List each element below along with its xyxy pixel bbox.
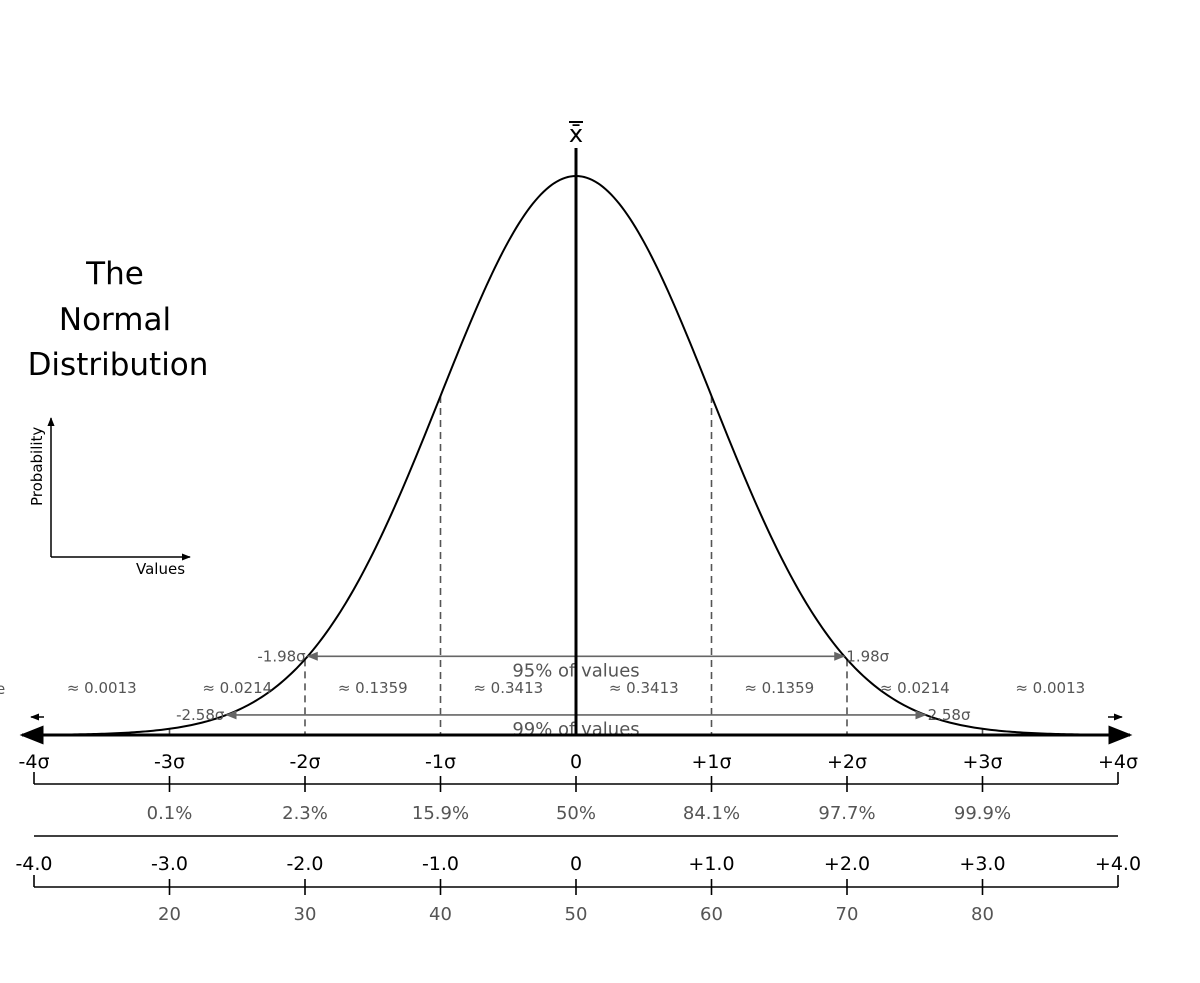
sigma-tick-label: +4σ [1098, 751, 1138, 773]
z-score-label: +1.0 [688, 853, 734, 875]
band-probability-label: ≈ 0.0214 [202, 679, 272, 697]
percentile-label: 2.3% [282, 803, 328, 824]
z-score-label: -3.0 [151, 853, 188, 875]
sigma-tick-label: -3σ [154, 751, 185, 773]
percentile-label: 50% [556, 803, 596, 824]
t-score-label: 40 [429, 904, 452, 925]
z-score-label: -2.0 [286, 853, 323, 875]
t-score-label: 50 [565, 904, 588, 925]
sigma-tick-label: +1σ [691, 751, 731, 773]
sigma-tick-labels: -4σ -3σ -2σ -1σ 0 +1σ +2σ +3σ +4σ [19, 751, 1139, 773]
z-score-label: -1.0 [422, 853, 459, 875]
sigma-tick-label: -2σ [290, 751, 321, 773]
percentile-label: 15.9% [412, 803, 469, 824]
edge-fragment: e [0, 680, 5, 698]
title-line-3: Distribution [28, 347, 209, 383]
t-score-label: 30 [294, 904, 317, 925]
t-score-label: 70 [836, 904, 859, 925]
band-probability-label: ≈ 0.3413 [609, 679, 679, 697]
band-probability-label: ≈ 0.3413 [473, 679, 543, 697]
z-score-label: +4.0 [1095, 853, 1141, 875]
t-score-label: 80 [971, 904, 994, 925]
band-probability-label: ≈ 0.1359 [744, 679, 814, 697]
interval-low-label: -2.58σ [176, 706, 225, 724]
lower-scales: 0.1% 2.3% 15.9% 50% 84.1% 97.7% 99.9% -4.0 -3.0 -… [15, 772, 1141, 925]
legend-x-label: Values [136, 560, 185, 578]
sigma-guide-lines [168, 395, 984, 735]
t-score-label: 20 [158, 904, 181, 925]
mean-label: x̄ [569, 120, 583, 148]
z-score-label: -4.0 [15, 853, 52, 875]
z-score-label: +2.0 [824, 853, 870, 875]
band-probability-label: ≈ 0.0214 [880, 679, 950, 697]
sigma-tick-label: +2σ [827, 751, 867, 773]
percentile-label: 0.1% [147, 803, 193, 824]
interval-high-label: 1.98σ [846, 647, 889, 665]
percentile-label: 84.1% [683, 803, 740, 824]
band-probabilities: ≈ 0.0013 ≈ 0.0214 ≈ 0.1359 ≈ 0.3413 ≈ 0.3413… [30, 679, 1123, 721]
percentile-label: 99.9% [954, 803, 1011, 824]
axes-legend: Probability Values [28, 417, 191, 578]
diagram-title: The Normal Distribution [28, 256, 209, 383]
title-line-2: Normal [59, 302, 171, 338]
interval-high-label: 2.58σ [928, 706, 971, 724]
interval-low-label: -1.98σ [257, 647, 306, 665]
legend-y-label: Probability [28, 427, 46, 506]
sigma-tick-label: +3σ [962, 751, 1002, 773]
sigma-tick-label: -4σ [19, 751, 50, 773]
z-score-label: 0 [570, 853, 582, 875]
band-probability-label: ≈ 0.0013 [67, 679, 137, 697]
percentile-label: 97.7% [818, 803, 875, 824]
band-probability-label: ≈ 0.0013 [1015, 679, 1085, 697]
title-line-1: The [85, 256, 144, 292]
band-probability-label: ≈ 0.1359 [338, 679, 408, 697]
sigma-tick-label: -1σ [425, 751, 456, 773]
sigma-tick-label: 0 [570, 751, 582, 773]
z-score-label: +3.0 [959, 853, 1005, 875]
t-score-label: 60 [700, 904, 723, 925]
